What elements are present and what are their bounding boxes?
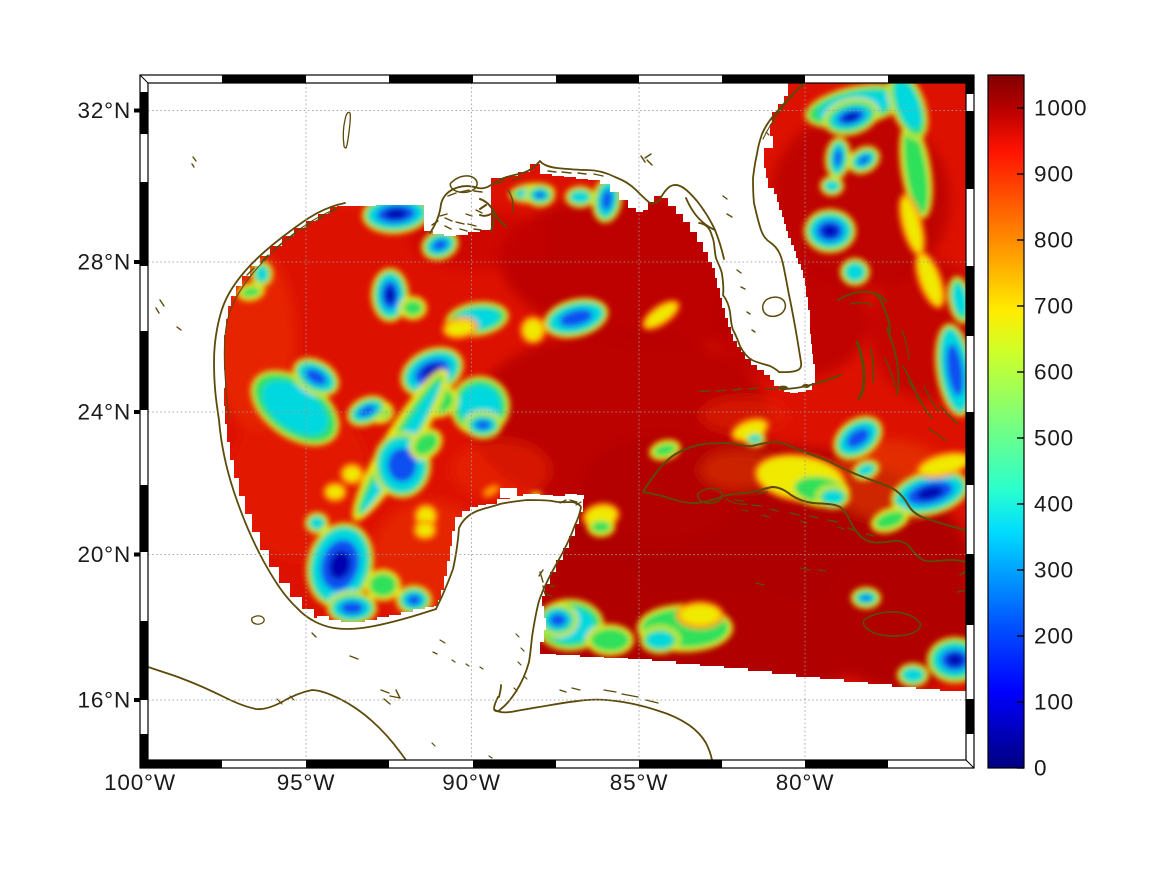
svg-text:28°N: 28°N bbox=[78, 250, 131, 275]
svg-text:85°W: 85°W bbox=[610, 770, 668, 795]
svg-text:80°W: 80°W bbox=[776, 770, 834, 795]
svg-text:100°W: 100°W bbox=[104, 770, 176, 795]
svg-text:800: 800 bbox=[1034, 228, 1074, 253]
svg-text:20°N: 20°N bbox=[78, 542, 131, 567]
svg-text:200: 200 bbox=[1034, 624, 1074, 649]
svg-text:500: 500 bbox=[1034, 426, 1074, 451]
svg-text:90°W: 90°W bbox=[442, 770, 500, 795]
svg-text:700: 700 bbox=[1034, 294, 1074, 319]
svg-text:1000: 1000 bbox=[1034, 96, 1087, 121]
svg-text:32°N: 32°N bbox=[78, 98, 131, 123]
svg-text:300: 300 bbox=[1034, 558, 1074, 583]
svg-text:900: 900 bbox=[1034, 162, 1074, 187]
svg-text:100: 100 bbox=[1034, 690, 1074, 715]
svg-text:16°N: 16°N bbox=[78, 688, 131, 713]
svg-text:400: 400 bbox=[1034, 492, 1074, 517]
svg-text:95°W: 95°W bbox=[277, 770, 335, 795]
svg-text:24°N: 24°N bbox=[78, 400, 131, 425]
svg-text:0: 0 bbox=[1034, 756, 1047, 781]
svg-text:600: 600 bbox=[1034, 360, 1074, 385]
